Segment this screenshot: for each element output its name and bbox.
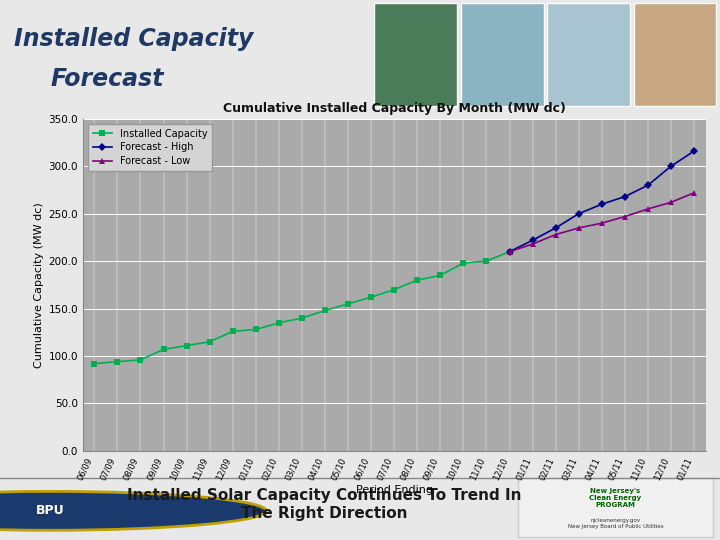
Text: Installed Solar Capacity Continues To Trend In
The Right Direction: Installed Solar Capacity Continues To Tr… bbox=[127, 488, 521, 521]
Forecast - Low bbox=[621, 213, 629, 220]
Y-axis label: Cumulative Capacity (MW dc): Cumulative Capacity (MW dc) bbox=[34, 202, 44, 368]
Title: Cumulative Installed Capacity By Month (MW dc): Cumulative Installed Capacity By Month (… bbox=[222, 102, 566, 115]
Forecast - High bbox=[598, 201, 606, 207]
Installed Capacity bbox=[297, 315, 306, 321]
Text: New Jersey's
Clean Energy
PROGRAM: New Jersey's Clean Energy PROGRAM bbox=[590, 488, 642, 508]
FancyBboxPatch shape bbox=[374, 3, 457, 106]
Installed Capacity bbox=[366, 294, 375, 300]
Forecast - Low bbox=[644, 206, 652, 212]
Forecast - High bbox=[575, 211, 583, 217]
Forecast - Low bbox=[598, 220, 606, 226]
Installed Capacity bbox=[320, 307, 329, 314]
Installed Capacity bbox=[182, 342, 191, 349]
Installed Capacity bbox=[205, 339, 214, 345]
Installed Capacity bbox=[343, 301, 352, 307]
X-axis label: Period Ending: Period Ending bbox=[356, 485, 433, 496]
Circle shape bbox=[0, 491, 266, 530]
Text: BPU: BPU bbox=[36, 504, 65, 517]
Forecast - Low bbox=[552, 231, 560, 238]
Installed Capacity bbox=[228, 328, 237, 335]
Forecast - High bbox=[621, 193, 629, 200]
Forecast - High bbox=[528, 237, 537, 244]
Forecast - Low bbox=[505, 248, 514, 255]
FancyBboxPatch shape bbox=[634, 3, 716, 106]
Installed Capacity bbox=[136, 356, 145, 363]
Forecast - High bbox=[505, 248, 514, 255]
Installed Capacity bbox=[482, 258, 491, 265]
Text: Forecast: Forecast bbox=[50, 67, 164, 91]
FancyBboxPatch shape bbox=[518, 478, 713, 537]
Forecast - Low bbox=[667, 199, 675, 206]
Forecast - Low bbox=[690, 190, 698, 196]
Installed Capacity bbox=[90, 360, 99, 367]
Legend: Installed Capacity, Forecast - High, Forecast - Low: Installed Capacity, Forecast - High, For… bbox=[88, 124, 212, 171]
Installed Capacity bbox=[159, 346, 168, 353]
Forecast - High bbox=[644, 182, 652, 188]
Installed Capacity bbox=[113, 359, 122, 365]
Line: Forecast - High: Forecast - High bbox=[507, 148, 697, 254]
Installed Capacity bbox=[459, 260, 468, 266]
Line: Installed Capacity: Installed Capacity bbox=[91, 249, 513, 366]
Forecast - High bbox=[667, 163, 675, 170]
Line: Forecast - Low: Forecast - Low bbox=[506, 190, 698, 255]
Text: Installed Capacity: Installed Capacity bbox=[14, 27, 253, 51]
Installed Capacity bbox=[413, 277, 422, 284]
Forecast - Low bbox=[528, 241, 537, 247]
FancyBboxPatch shape bbox=[547, 3, 630, 106]
Installed Capacity bbox=[436, 272, 445, 279]
Installed Capacity bbox=[251, 326, 260, 333]
Installed Capacity bbox=[505, 248, 514, 255]
FancyBboxPatch shape bbox=[461, 3, 544, 106]
Forecast - High bbox=[690, 148, 698, 154]
Forecast - High bbox=[552, 225, 560, 231]
Installed Capacity bbox=[390, 286, 399, 293]
Installed Capacity bbox=[274, 320, 283, 326]
Forecast - Low bbox=[575, 225, 583, 231]
Text: njcleanenergy.gov
New Jersey Board of Public Utilities: njcleanenergy.gov New Jersey Board of Pu… bbox=[568, 518, 663, 529]
